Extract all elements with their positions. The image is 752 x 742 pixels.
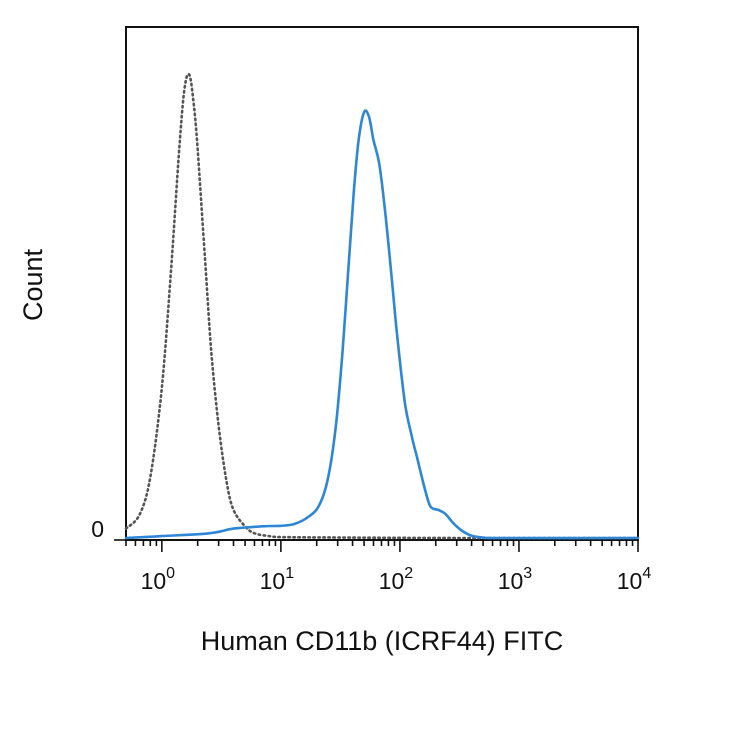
y-tick-label: 0	[91, 516, 104, 542]
x-axis-tick-labels: 100 101 102 103 104	[141, 565, 652, 594]
x-tick-label: 102	[379, 565, 414, 594]
x-tick-label: 103	[498, 565, 533, 594]
control-histogram-line	[124, 72, 640, 540]
x-tick-label: 100	[141, 565, 176, 594]
x-tick-label: 104	[617, 565, 652, 594]
x-axis-title: Human CD11b (ICRF44) FITC	[201, 626, 564, 656]
stained-histogram-line	[124, 109, 640, 540]
x-axis-ticks	[125, 540, 639, 552]
y-axis-tick-labels: 0	[91, 516, 126, 542]
series-layer	[124, 72, 640, 540]
plot-frame	[125, 26, 639, 541]
y-axis-title: Count	[18, 248, 48, 321]
x-tick-label: 101	[260, 565, 295, 594]
